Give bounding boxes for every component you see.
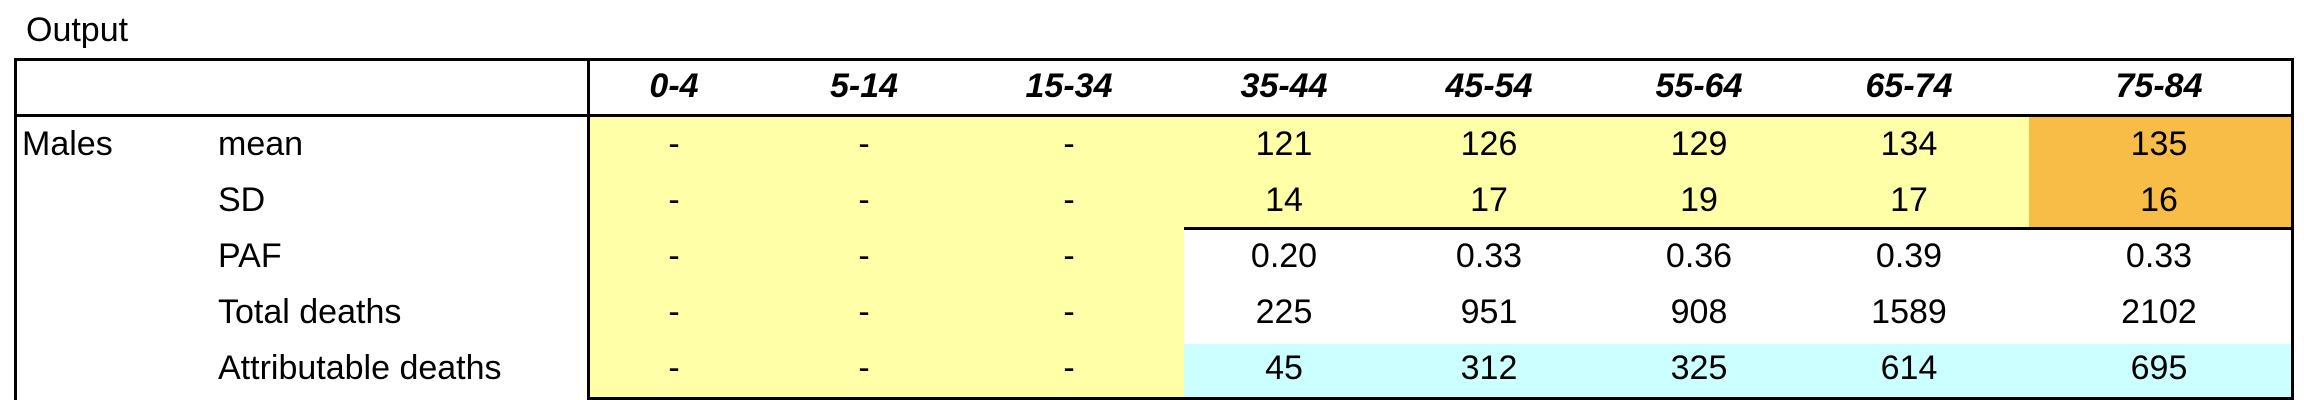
header-cell: 45-54 <box>1445 66 1533 105</box>
table-cell: 0.39 <box>1875 236 1943 275</box>
row-label: mean <box>218 124 304 163</box>
table-cell: - <box>1063 292 1075 331</box>
yellow-fill-left <box>589 116 1184 400</box>
table-cell: 121 <box>1255 124 1313 163</box>
sd-underline <box>1184 227 2294 230</box>
table-cell: 134 <box>1880 124 1938 163</box>
table-cell: 1589 <box>1871 292 1947 331</box>
row-label: Total deaths <box>218 292 402 331</box>
header-cell: 65-74 <box>1865 66 1953 105</box>
header-cell: 15-34 <box>1025 66 1113 105</box>
header-cell: 75-84 <box>2115 66 2203 105</box>
header-cell: 35-44 <box>1240 66 1328 105</box>
table-cell: - <box>1063 236 1075 275</box>
table-cell: - <box>668 292 680 331</box>
label-divider <box>587 58 590 400</box>
table-cell: 908 <box>1670 292 1728 331</box>
table-cell: 17 <box>1890 180 1928 219</box>
table-cell: - <box>858 236 870 275</box>
header-cell: 0-4 <box>649 66 699 105</box>
bottom-rule <box>589 397 2294 400</box>
orange-fill <box>2029 116 2294 228</box>
table-cell: 2102 <box>2121 292 2197 331</box>
table-cell: 126 <box>1460 124 1518 163</box>
table-cell: 614 <box>1880 348 1938 387</box>
table-cell: - <box>1063 180 1075 219</box>
table-cell: 17 <box>1470 180 1508 219</box>
table-cell: 16 <box>2140 180 2178 219</box>
table-cell: 19 <box>1680 180 1718 219</box>
table-cell: - <box>858 292 870 331</box>
table-cell: 312 <box>1460 348 1518 387</box>
row-label: PAF <box>218 236 282 275</box>
table-cell: - <box>858 348 870 387</box>
table-cell: 0.33 <box>2125 236 2193 275</box>
table-cell: 951 <box>1460 292 1518 331</box>
yellow-fill-top <box>1184 116 2029 228</box>
table-cell: 225 <box>1255 292 1313 331</box>
table-cell: - <box>1063 348 1075 387</box>
cyan-fill <box>1184 344 2294 400</box>
table-cell: 0.36 <box>1665 236 1733 275</box>
table-cell: 135 <box>2130 124 2188 163</box>
table-cell: 45 <box>1265 348 1303 387</box>
table-cell: - <box>668 236 680 275</box>
table-cell: - <box>1063 124 1075 163</box>
output-table: 0-4 5-14 15-34 35-44 45-54 55-64 65-74 75-84 Mal… <box>14 58 2294 400</box>
table-cell: - <box>858 124 870 163</box>
table-cell: 129 <box>1670 124 1728 163</box>
table-cell: - <box>668 180 680 219</box>
row-label: SD <box>218 180 266 219</box>
header-underline <box>14 114 2294 117</box>
row-label: Attributable deaths <box>218 348 502 387</box>
header-cell: 55-64 <box>1655 66 1743 105</box>
table-cell: - <box>858 180 870 219</box>
table-cell: 695 <box>2130 348 2188 387</box>
group-label: Males <box>22 124 113 163</box>
table-cell: - <box>668 348 680 387</box>
table-cell: 0.20 <box>1250 236 1318 275</box>
header-cell: 5-14 <box>829 66 899 105</box>
table-cell: 14 <box>1265 180 1303 219</box>
table-cell: 0.33 <box>1455 236 1523 275</box>
table-cell: - <box>668 124 680 163</box>
table-cell: 325 <box>1670 348 1728 387</box>
sheet-title: Output <box>26 11 129 49</box>
